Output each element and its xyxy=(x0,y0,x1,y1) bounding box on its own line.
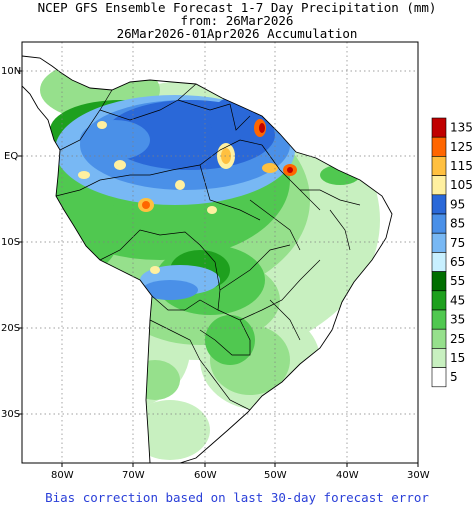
lon-label-50w: 50W xyxy=(264,470,287,481)
legend-label-15: 15 xyxy=(450,351,465,365)
legend-swatch-5 xyxy=(431,367,447,388)
legend-swatch-95 xyxy=(431,194,447,215)
lon-label-30w: 30W xyxy=(407,470,430,481)
legend-label-115: 115 xyxy=(450,159,473,173)
legend-label-95: 95 xyxy=(450,197,465,211)
map-frame xyxy=(21,41,419,464)
legend-swatch-35 xyxy=(431,309,447,330)
legend-swatch-85 xyxy=(431,213,447,234)
legend-swatch-115 xyxy=(431,156,447,176)
legend-swatch-75 xyxy=(431,232,447,253)
lat-label-eq: EQ xyxy=(4,151,18,162)
forecast-init-date: from: 26Mar2026 xyxy=(180,13,294,28)
lat-label-30s: 30S xyxy=(1,409,20,420)
legend-label-75: 75 xyxy=(450,236,465,250)
lon-label-70w: 70W xyxy=(122,470,145,481)
legend-label-5: 5 xyxy=(450,370,458,384)
legend-swatch-55 xyxy=(431,271,447,292)
legend-swatch-125 xyxy=(431,136,447,157)
legend-label-35: 35 xyxy=(450,313,465,327)
legend-label-55: 55 xyxy=(450,274,465,288)
legend-label-135: 135 xyxy=(450,121,473,135)
lat-label-20s: 20S xyxy=(1,323,20,334)
legend-label-45: 45 xyxy=(450,293,465,307)
legend-swatch-65 xyxy=(431,252,447,272)
legend-swatch-15 xyxy=(431,348,447,368)
precipitation-legend: 135 125 115 105 95 85 75 65 55 45 35 25 15 5 xyxy=(431,117,473,388)
map-title: NCEP GFS Ensemble Forecast 1-7 Day Preci… xyxy=(37,0,437,15)
legend-swatch-45 xyxy=(431,290,447,311)
legend-label-65: 65 xyxy=(450,255,465,269)
legend-label-25: 25 xyxy=(450,332,465,346)
legend-swatch-135 xyxy=(431,117,447,138)
bias-correction-note: Bias correction based on last 30-day for… xyxy=(45,490,429,505)
accumulation-period: 26Mar2026-01Apr2026 Accumulation xyxy=(116,26,358,41)
lat-label-10s: 10S xyxy=(1,237,20,248)
legend-swatch-25 xyxy=(431,328,447,349)
axis-ticks xyxy=(18,70,419,467)
country-borders xyxy=(55,83,361,411)
lon-label-40w: 40W xyxy=(336,470,359,481)
legend-swatch-105 xyxy=(431,175,447,196)
legend-label-85: 85 xyxy=(450,217,465,231)
coastline xyxy=(22,55,393,463)
graticule xyxy=(22,42,418,463)
lon-label-60w: 60W xyxy=(194,470,217,481)
legend-label-105: 105 xyxy=(450,178,473,192)
lat-label-10n: 10N xyxy=(1,66,21,77)
lon-label-80w: 80W xyxy=(51,470,74,481)
legend-label-125: 125 xyxy=(450,140,473,154)
